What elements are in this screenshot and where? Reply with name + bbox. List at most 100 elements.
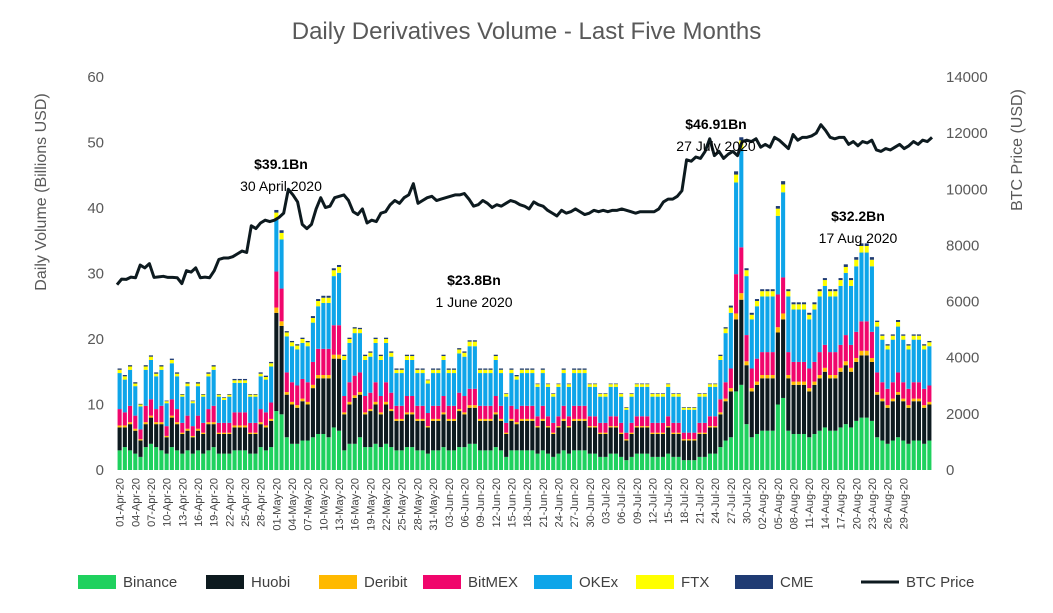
- bar-segment-deribit: [880, 398, 885, 402]
- bar-segment-deribit: [352, 395, 357, 398]
- bar-segment-deribit: [467, 405, 472, 408]
- bar-segment-deribit: [289, 401, 295, 405]
- bar-segment-huobi: [812, 384, 817, 434]
- bar-segment-ftx: [295, 345, 300, 350]
- bar-segment-okex: [692, 409, 697, 433]
- bar-segment-okex: [394, 373, 399, 406]
- bar-segment-cme: [258, 372, 263, 374]
- bar-segment-ftx: [822, 280, 827, 286]
- bar-segment-huobi: [498, 420, 504, 451]
- bar-segment-huobi: [577, 420, 582, 451]
- bar-segment-binance: [279, 414, 284, 470]
- bar-segment-huobi: [232, 427, 237, 451]
- bar-segment-okex: [880, 339, 885, 383]
- bar-segment-okex: [399, 373, 404, 406]
- bar-segment-okex: [154, 376, 159, 410]
- bar-segment-huobi: [671, 433, 676, 457]
- bar-segment-binance: [363, 447, 368, 470]
- bar-segment-bitmex: [807, 368, 812, 389]
- bar-segment-bitmex: [326, 348, 331, 376]
- bar-segment-huobi: [394, 420, 399, 451]
- bar-segment-ftx: [545, 384, 551, 387]
- bar-segment-deribit: [269, 418, 274, 421]
- bar-segment-binance: [195, 450, 201, 470]
- bar-segment-cme: [420, 368, 425, 370]
- bar-segment-ftx: [253, 394, 258, 397]
- bar-segment-cme: [514, 375, 519, 377]
- bar-segment-okex: [509, 373, 514, 406]
- bar-segment-ftx: [885, 345, 890, 350]
- bar-segment-bitmex: [535, 416, 540, 427]
- bar-segment-huobi: [488, 420, 493, 451]
- bar-segment-ftx: [566, 384, 571, 387]
- bar-segment-okex: [342, 359, 347, 396]
- bar-segment-deribit: [279, 321, 284, 326]
- bar-segment-okex: [608, 386, 613, 417]
- bar-segment-huobi: [389, 411, 394, 448]
- bar-segment-binance: [368, 447, 373, 470]
- bar-segment-okex: [754, 306, 760, 359]
- bar-segment-cme: [347, 337, 352, 339]
- bar-segment-bitmex: [347, 382, 352, 402]
- bar-segment-ftx: [791, 304, 796, 310]
- bar-segment-binance: [143, 447, 148, 470]
- bar-segment-huobi: [775, 332, 780, 405]
- bar-segment-cme: [384, 337, 389, 339]
- bar-segment-huobi: [640, 427, 645, 454]
- bar-segment-binance: [519, 450, 524, 470]
- bar-segment-binance: [446, 450, 451, 470]
- bar-segment-okex: [603, 396, 608, 423]
- bar-segment-cme: [185, 382, 190, 384]
- bar-segment-bitmex: [587, 416, 592, 427]
- bar-segment-huobi: [754, 384, 760, 434]
- bar-segment-binance: [295, 443, 300, 470]
- bar-segment-okex: [274, 219, 279, 272]
- bar-segment-okex: [749, 319, 754, 369]
- bar-segment-huobi: [598, 433, 603, 457]
- bar-segment-bitmex: [509, 405, 514, 419]
- bar-segment-cme: [269, 361, 274, 364]
- bar-segment-binance: [378, 447, 383, 470]
- bar-segment-huobi: [786, 378, 791, 431]
- x-tick-label: 04-May-20: [287, 478, 299, 531]
- bar-segment-bitmex: [885, 388, 890, 406]
- bar-segment-deribit: [906, 405, 911, 408]
- bar-segment-cme: [394, 368, 399, 370]
- bar-segment-huobi: [216, 433, 221, 454]
- bar-segment-okex: [180, 396, 185, 423]
- bar-segment-huobi: [378, 414, 383, 448]
- bar-segment-deribit: [274, 307, 279, 313]
- bar-segment-okex: [650, 396, 655, 423]
- x-tick-label: 15-Jul-20: [663, 478, 675, 524]
- bar-segment-cme: [718, 354, 723, 357]
- x-tick-label: 17-Aug-20: [836, 478, 848, 529]
- bar-segment-binance: [828, 430, 833, 470]
- bar-segment-cme: [791, 302, 796, 305]
- bar-segment-deribit: [284, 392, 289, 395]
- bar-segment-binance: [598, 456, 603, 470]
- bar-segment-binance: [885, 443, 890, 470]
- bar-segment-bitmex: [707, 416, 713, 427]
- bar-segment-ftx: [890, 335, 895, 340]
- bar-segment-cme: [859, 243, 864, 246]
- y2-tick-label: 10000: [946, 181, 988, 198]
- bar-segment-cme: [295, 344, 300, 346]
- bar-segment-binance: [875, 437, 880, 470]
- bar-segment-ftx: [572, 369, 577, 374]
- bar-segment-binance: [352, 443, 357, 470]
- bar-segment-bitmex: [796, 361, 801, 382]
- bar-segment-bitmex: [608, 416, 613, 427]
- bar-segment-bitmex: [843, 335, 848, 362]
- bar-segment-bitmex: [901, 382, 906, 399]
- bar-segment-binance: [316, 433, 321, 470]
- bar-segment-huobi: [148, 417, 153, 444]
- bar-segment-bitmex: [211, 405, 216, 423]
- bar-segment-okex: [368, 356, 373, 393]
- bar-segment-cme: [305, 340, 310, 343]
- bar-segment-ftx: [775, 208, 780, 216]
- bar-segment-ftx: [237, 380, 242, 383]
- bar-segment-okex: [770, 296, 775, 353]
- bars-layer: [117, 137, 932, 471]
- bar-segment-bitmex: [666, 416, 671, 427]
